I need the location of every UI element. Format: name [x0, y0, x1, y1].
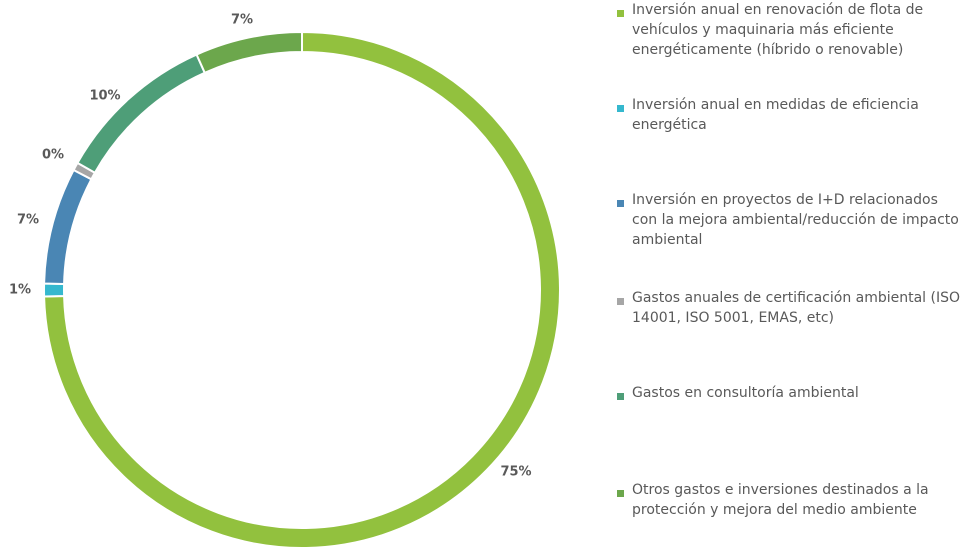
legend-label-otros-gastos: Otros gastos e inversiones destinados a … — [632, 482, 929, 518]
donut-slice-5 — [195, 30, 303, 75]
data-label-5: 7% — [231, 13, 253, 28]
legend-item-consultoria-ambiental: Gastos en consultoría ambiental — [617, 383, 967, 403]
legend-swatch-eficiencia-energetica — [617, 105, 624, 112]
legend-label-proyectos-id: Inversión en proyectos de I+D relacionad… — [632, 192, 959, 248]
chart-legend: Inversión anual en renovación de flota d… — [617, 0, 967, 548]
legend-item-proyectos-id: Inversión en proyectos de I+D relacionad… — [617, 190, 967, 250]
donut-slice-1 — [43, 282, 66, 298]
donut-slice-4 — [76, 53, 207, 175]
legend-item-certificacion-ambiental: Gastos anuales de certificación ambienta… — [617, 288, 967, 328]
data-label-3: 0% — [42, 148, 64, 163]
data-label-4: 10% — [89, 89, 120, 104]
data-label-0: 75% — [500, 465, 531, 480]
donut-slice-0 — [43, 30, 561, 548]
donut-slice-2 — [43, 168, 93, 286]
donut-data-labels: 75% 1% 7% 0% 10% 7% — [9, 13, 532, 480]
donut-slices — [43, 30, 561, 548]
legend-swatch-certificacion-ambiental — [617, 298, 624, 305]
legend-swatch-renovacion-flota — [617, 10, 624, 17]
data-label-1: 1% — [9, 283, 31, 298]
legend-label-renovacion-flota: Inversión anual en renovación de flota d… — [632, 2, 924, 58]
legend-swatch-consultoria-ambiental — [617, 393, 624, 400]
data-label-2: 7% — [17, 213, 39, 228]
legend-swatch-otros-gastos — [617, 490, 624, 497]
legend-label-consultoria-ambiental: Gastos en consultoría ambiental — [632, 385, 859, 401]
legend-swatch-proyectos-id — [617, 200, 624, 207]
legend-item-renovacion-flota: Inversión anual en renovación de flota d… — [617, 0, 967, 60]
legend-item-eficiencia-energetica: Inversión anual en medidas de eficiencia… — [617, 95, 967, 135]
donut-chart: 75% 1% 7% 0% 10% 7% — [9, 13, 561, 548]
legend-item-otros-gastos: Otros gastos e inversiones destinados a … — [617, 480, 967, 520]
legend-label-eficiencia-energetica: Inversión anual en medidas de eficiencia… — [632, 97, 919, 133]
legend-label-certificacion-ambiental: Gastos anuales de certificación ambienta… — [632, 290, 961, 326]
